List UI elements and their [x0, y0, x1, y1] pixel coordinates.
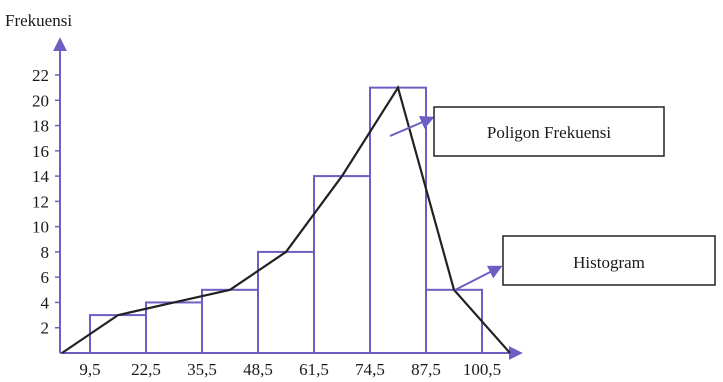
y-axis-ticks: 2 4 6 8 10 12 14 16 18 20 22: [32, 66, 60, 338]
x-tick-label: 22,5: [131, 360, 161, 379]
y-tick-label: 4: [41, 293, 50, 312]
y-tick-label: 8: [41, 243, 50, 262]
histogram-bar: [257, 250, 315, 354]
y-tick-label: 16: [32, 142, 49, 161]
y-tick-label: 2: [41, 319, 50, 338]
histogram-bar: [425, 288, 483, 354]
histogram-bar: [369, 86, 427, 355]
x-tick-label: 87,5: [411, 360, 441, 379]
polygon-callout-box: [433, 106, 665, 157]
y-tick-label: 18: [32, 117, 49, 136]
x-tick-label: 48,5: [243, 360, 273, 379]
x-tick-label: 74,5: [355, 360, 385, 379]
x-tick-label: 61,5: [299, 360, 329, 379]
histogram-bar: [89, 314, 147, 355]
frequency-polygon-line: [61, 84, 511, 354]
histogram-bars: [89, 86, 483, 355]
polygon-callout-label: Poligon Frekuensi: [487, 123, 611, 142]
histogram-bar: [145, 301, 203, 355]
histogram-callout-arrow: [454, 265, 503, 291]
y-axis-label: Frekuensi: [5, 11, 72, 30]
y-tick-label: 10: [32, 218, 49, 237]
x-tick-label: 100,5: [463, 360, 501, 379]
x-axis-ticks: 9,5 22,5 35,5 48,5 61,5 74,5 87,5 100,5: [79, 360, 501, 379]
x-tick-label: 35,5: [187, 360, 217, 379]
histogram-callout-box: [502, 235, 716, 286]
y-tick-label: 6: [41, 268, 50, 287]
histogram-bar: [201, 288, 259, 354]
y-tick-label: 12: [32, 192, 49, 211]
polygon-callout-arrow: [389, 115, 435, 137]
y-tick-label: 20: [32, 91, 49, 110]
x-tick-label: 9,5: [79, 360, 100, 379]
histogram-callout-label: Histogram: [573, 253, 645, 272]
y-tick-label: 22: [32, 66, 49, 85]
y-tick-label: 14: [32, 167, 50, 186]
